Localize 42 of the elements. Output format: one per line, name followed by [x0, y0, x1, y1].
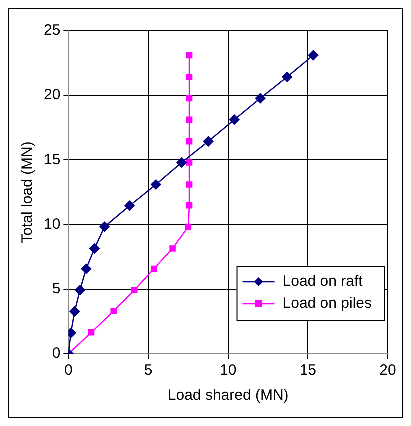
y-tick-label: 10 — [44, 216, 61, 233]
point — [81, 264, 92, 274]
point — [186, 116, 193, 124]
y-tick-label: 5 — [52, 280, 61, 298]
y-axis-title: Total load (MN) — [19, 142, 36, 244]
point — [176, 158, 188, 168]
point — [151, 180, 162, 190]
x-tick-label: 20 — [380, 362, 396, 380]
point — [186, 138, 193, 145]
point — [282, 72, 293, 82]
point — [132, 287, 138, 294]
y-tick-label: 0 — [52, 345, 61, 362]
y-tick-label: 15 — [44, 151, 61, 168]
point — [100, 222, 110, 232]
point — [185, 224, 192, 230]
point — [75, 285, 86, 296]
point — [186, 202, 193, 209]
x-tick-label: 10 — [220, 362, 237, 380]
point — [88, 330, 95, 336]
y-tick-label: 25 — [44, 22, 61, 40]
point — [186, 182, 193, 188]
point — [308, 50, 319, 61]
point — [229, 114, 240, 126]
x-tick-label: 5 — [144, 362, 153, 380]
point — [186, 95, 193, 102]
point — [90, 244, 100, 254]
point — [255, 93, 266, 104]
point — [186, 160, 193, 166]
legend-label: Load on piles — [282, 295, 372, 312]
point — [110, 308, 117, 314]
point — [170, 246, 176, 252]
point — [186, 52, 193, 59]
point — [124, 200, 135, 212]
point — [150, 266, 158, 272]
point — [203, 136, 214, 147]
y-tick-label: 20 — [44, 86, 61, 104]
x-axis-title: Load shared (MN) — [168, 387, 289, 404]
point — [70, 306, 80, 317]
point — [186, 74, 193, 80]
x-tick-label: 15 — [300, 362, 317, 380]
legend-label: Load on raft — [282, 273, 364, 290]
x-tick-label: 0 — [64, 362, 73, 380]
